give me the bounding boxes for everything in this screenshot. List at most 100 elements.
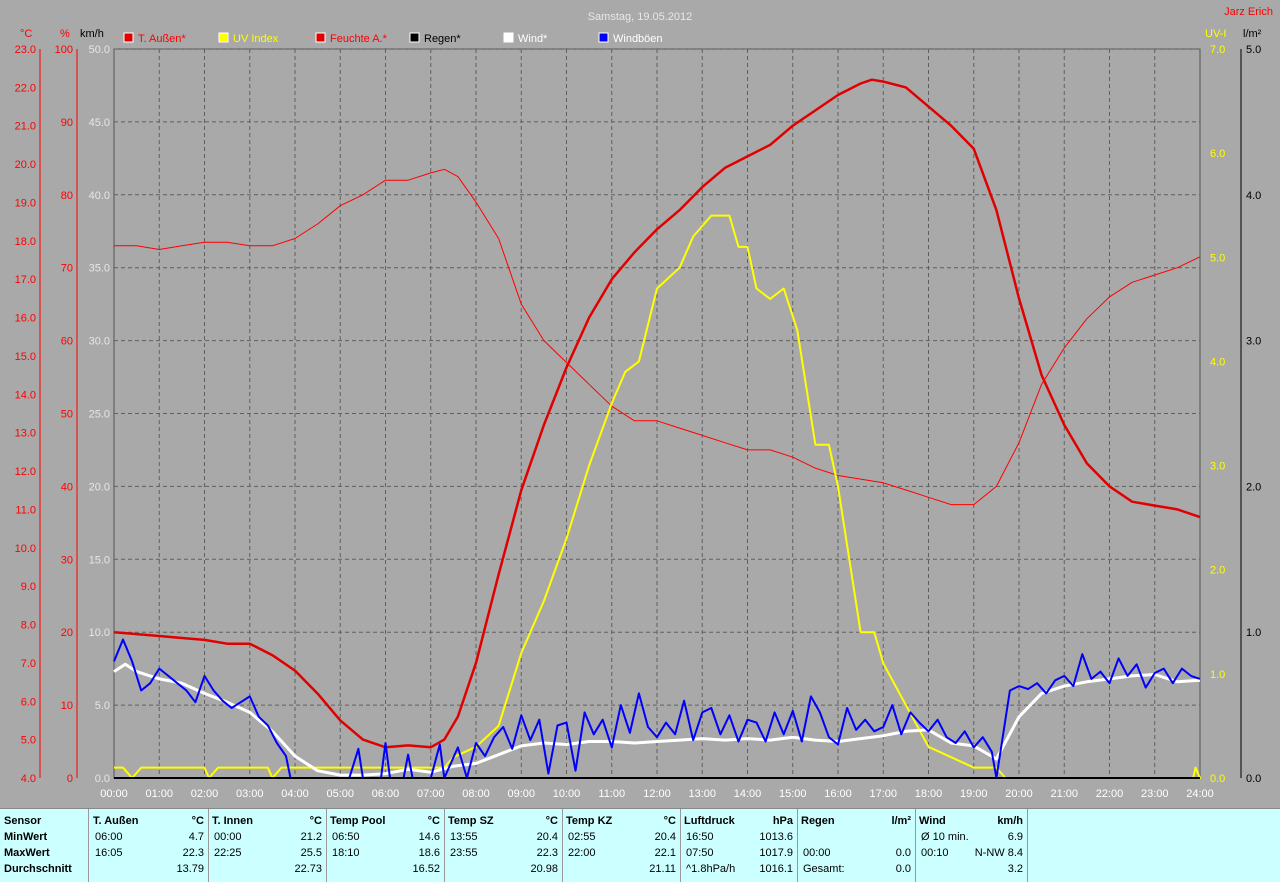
stats-min-row: Ø 10 min. 6.9 bbox=[919, 831, 1023, 846]
stats-column: Wind km/h Ø 10 min. 6.9 00:10 N-NW 8.4 3.2 bbox=[915, 809, 1028, 882]
stats-column: Regen l/m² 00:00 0.0 Gesamt: 0.0 bbox=[797, 809, 916, 882]
avg-value: 21.11 bbox=[649, 863, 676, 875]
uv-tick-label: 6.0 bbox=[1210, 148, 1225, 160]
wind-tick-label: 35.0 bbox=[89, 263, 110, 275]
temp-tick-label: 6.0 bbox=[21, 696, 36, 708]
temp-tick-label: 21.0 bbox=[15, 121, 36, 133]
series-line bbox=[113, 78, 1201, 749]
temp-tick-label: 16.0 bbox=[15, 313, 36, 325]
hum-tick-label: 20 bbox=[61, 627, 73, 639]
uv-tick-label: 7.0 bbox=[1210, 44, 1225, 56]
stats-min-row: 06:00 4.7 bbox=[93, 831, 204, 846]
temp-tick-label: 17.0 bbox=[15, 274, 36, 286]
stats-avg-row: 13.79 bbox=[93, 863, 204, 878]
sensor-unit: °C bbox=[309, 815, 322, 827]
wind-tick-label: 50.0 bbox=[89, 44, 110, 56]
temp-tick-label: 7.0 bbox=[21, 658, 36, 670]
stats-max-row: 16:05 22.3 bbox=[93, 847, 204, 862]
legend-label: Regen* bbox=[424, 33, 461, 45]
temp-tick-label: 22.0 bbox=[15, 82, 36, 94]
stats-min-row: 00:00 21.2 bbox=[212, 831, 322, 846]
avg-value: 1016.1 bbox=[759, 863, 793, 875]
time-tick-label: 04:00 bbox=[281, 788, 309, 800]
uv-tick-label: 2.0 bbox=[1210, 565, 1225, 577]
rain-tick-label: 5.0 bbox=[1246, 44, 1261, 56]
avg-value: 0.0 bbox=[895, 863, 911, 875]
legend-swatch bbox=[315, 32, 326, 43]
time-tick-label: 24:00 bbox=[1186, 788, 1214, 800]
uv-tick-label: 1.0 bbox=[1210, 669, 1225, 681]
stats-max-row: 00:00 0.0 bbox=[801, 847, 911, 862]
max-value: 25.5 bbox=[300, 847, 322, 859]
sensor-name: T. Innen bbox=[212, 815, 253, 827]
hum-tick-label: 50 bbox=[61, 409, 73, 421]
weather-chart: Samstag, 19.05.2012 Jarz Erich T. Außen* UV… bbox=[15, 6, 1273, 800]
time-tick-label: 16:00 bbox=[824, 788, 852, 800]
rain-tick-label: 0.0 bbox=[1246, 773, 1261, 785]
avg-value: 20.98 bbox=[530, 863, 558, 875]
legend-label: Windböen bbox=[613, 33, 663, 45]
stats-column: Temp SZ °C 13:55 20.4 23:55 22.3 20.98 bbox=[444, 809, 563, 882]
min-time: Ø 10 min. bbox=[921, 831, 969, 843]
time-tick-label: 01:00 bbox=[145, 788, 173, 800]
stats-column: T. Außen °C 06:00 4.7 16:05 22.3 13.79 bbox=[89, 809, 209, 882]
legend-label: UV Index bbox=[233, 33, 279, 45]
time-tick-label: 23:00 bbox=[1141, 788, 1169, 800]
avg-label: ^1.8hPa/h bbox=[686, 863, 736, 875]
stats-header: Wind km/h bbox=[919, 815, 1023, 830]
stats-avg-row: Gesamt: 0.0 bbox=[801, 863, 911, 878]
time-tick-label: 03:00 bbox=[236, 788, 264, 800]
temp-tick-label: 13.0 bbox=[15, 428, 36, 440]
temp-tick-label: 23.0 bbox=[15, 44, 36, 56]
rain-tick-label: 3.0 bbox=[1246, 336, 1261, 348]
uv-tick-label: 4.0 bbox=[1210, 356, 1225, 368]
wind-tick-label: 25.0 bbox=[89, 409, 110, 421]
temp-tick-label: 20.0 bbox=[15, 159, 36, 171]
uv-tick-label: 5.0 bbox=[1210, 252, 1225, 264]
max-time: 18:10 bbox=[332, 847, 360, 859]
stats-header: Temp SZ °C bbox=[448, 815, 558, 830]
stats-header: Regen l/m² bbox=[801, 815, 911, 830]
time-tick-label: 13:00 bbox=[688, 788, 716, 800]
max-value: 1017.9 bbox=[759, 847, 793, 859]
max-value: 18.6 bbox=[418, 847, 440, 859]
min-value: 6.9 bbox=[1007, 831, 1023, 843]
hum-tick-label: 0 bbox=[67, 773, 73, 785]
time-tick-label: 17:00 bbox=[869, 788, 897, 800]
rain-tick-label: 2.0 bbox=[1246, 481, 1261, 493]
stats-max-row: 00:10 N-NW 8.4 bbox=[919, 847, 1023, 862]
hum-tick-label: 100 bbox=[55, 44, 73, 56]
legend-label: Feuchte A.* bbox=[330, 33, 388, 45]
time-tick-label: 06:00 bbox=[372, 788, 400, 800]
max-time: 16:05 bbox=[95, 847, 123, 859]
stats-column: Temp KZ °C 02:55 20.4 22:00 22.1 21.11 bbox=[562, 809, 681, 882]
wind-tick-label: 15.0 bbox=[89, 554, 110, 566]
stats-header: Temp KZ °C bbox=[566, 815, 676, 830]
series-line bbox=[114, 168, 1201, 506]
stats-header: T. Außen °C bbox=[93, 815, 204, 830]
max-time: 00:00 bbox=[803, 847, 831, 859]
sensor-name: Regen bbox=[801, 815, 835, 827]
max-time: 00:10 bbox=[921, 847, 949, 859]
temp-tick-label: 19.0 bbox=[15, 197, 36, 209]
stats-row-label: Durchschnitt bbox=[4, 863, 72, 875]
sensor-name: Temp KZ bbox=[566, 815, 613, 827]
series-line bbox=[113, 638, 1201, 779]
sensor-unit: °C bbox=[191, 815, 204, 827]
hum-tick-label: 10 bbox=[61, 700, 73, 712]
legend-swatch bbox=[409, 32, 420, 43]
stats-row-label: Sensor bbox=[4, 815, 42, 827]
temp-axis-unit: °C bbox=[20, 28, 32, 40]
uv-tick-label: 0.0 bbox=[1210, 773, 1225, 785]
max-value: 0.0 bbox=[895, 847, 911, 859]
min-value: 20.4 bbox=[654, 831, 676, 843]
stats-avg-row: ^1.8hPa/h 1016.1 bbox=[684, 863, 793, 878]
max-value: 22.3 bbox=[182, 847, 204, 859]
temp-tick-label: 4.0 bbox=[21, 773, 36, 785]
uv-axis-unit: UV-I bbox=[1205, 28, 1226, 40]
stats-min-row: 13:55 20.4 bbox=[448, 831, 558, 846]
temp-tick-label: 15.0 bbox=[15, 351, 36, 363]
stats-max-row: 22:25 25.5 bbox=[212, 847, 322, 862]
wind-tick-label: 20.0 bbox=[89, 481, 110, 493]
series-line bbox=[113, 662, 1201, 777]
